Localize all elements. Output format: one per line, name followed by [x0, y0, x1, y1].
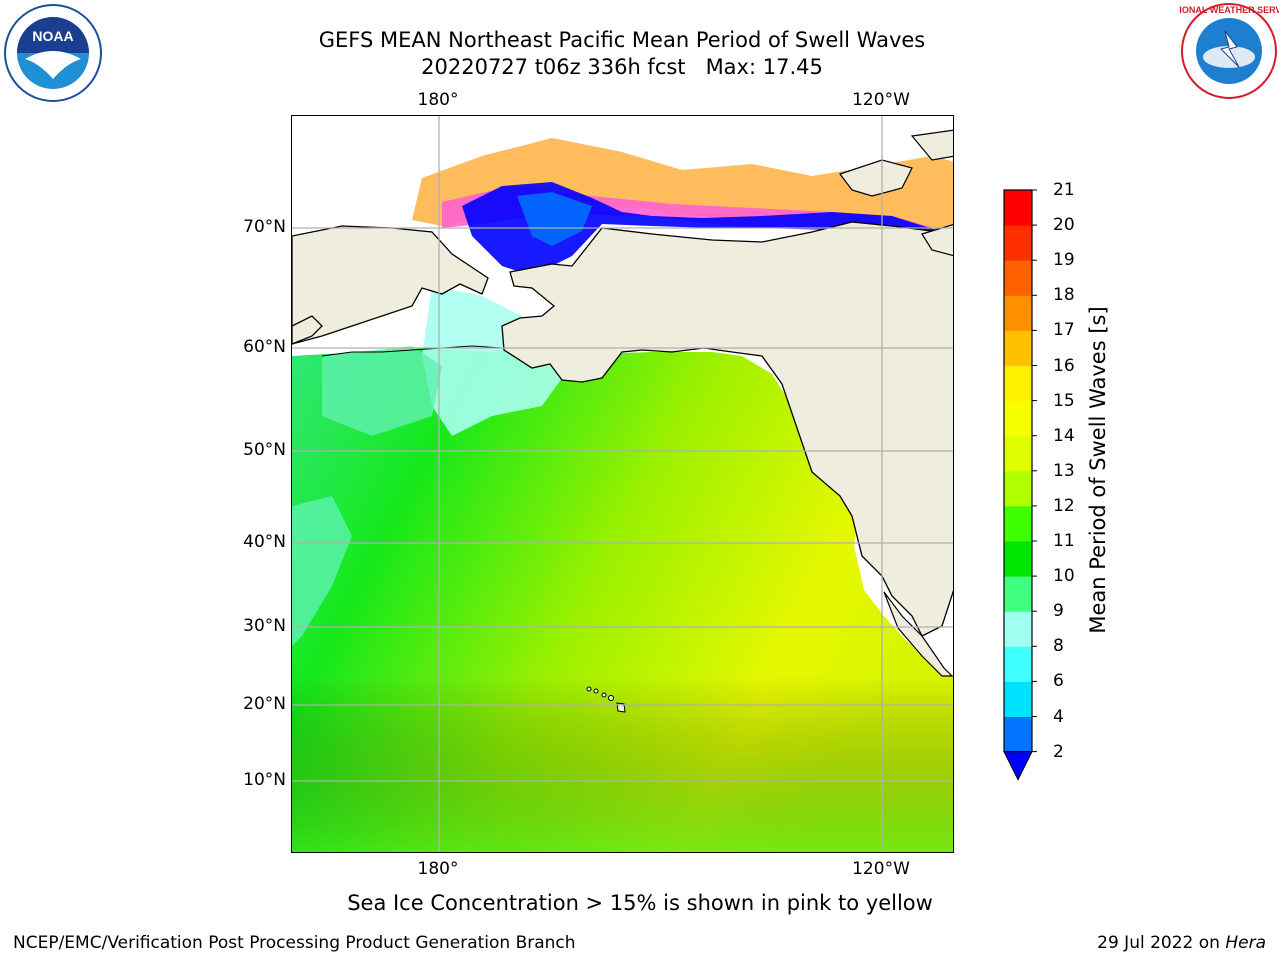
colorbar-band	[1004, 295, 1032, 331]
colorbar-tick-label: 17	[1053, 320, 1075, 341]
lon-label-bottom-120w: 120°W	[852, 859, 910, 879]
colorbar-tick-label: 20	[1053, 215, 1075, 236]
colorbar-tick-label: 6	[1053, 671, 1064, 692]
colorbar-tick-label: 16	[1053, 355, 1075, 376]
colorbar-tick-label: 19	[1053, 250, 1075, 271]
map-subtitle: 20220727 t06z 336h fcst Max: 17.45	[421, 55, 823, 79]
colorbar-label: Mean Period of Swell Waves [s]	[1086, 306, 1110, 634]
footer-date: 29 Jul 2022 on Hera	[1097, 933, 1266, 953]
colorbar-band	[1004, 260, 1032, 296]
colorbar-band	[1004, 330, 1032, 366]
colorbar-tick-label: 18	[1053, 285, 1075, 306]
colorbar-band	[1004, 190, 1032, 226]
footer-date-text: 29 Jul 2022 on	[1097, 933, 1226, 953]
colorbar-band	[1004, 400, 1032, 437]
colorbar-band	[1004, 505, 1032, 542]
map-panel	[291, 115, 954, 853]
lat-label-40n: 40°N	[243, 532, 286, 552]
colorbar	[1003, 189, 1037, 781]
colorbar-tick-label: 8	[1053, 636, 1064, 657]
map-title: GEFS MEAN Northeast Pacific Mean Period …	[318, 28, 926, 52]
colorbar-tick-label: 4	[1053, 706, 1064, 727]
colorbar-tick-label: 12	[1053, 495, 1075, 516]
nws-logo-text: NATIONAL WEATHER SERVICE	[1179, 5, 1279, 15]
sea-ice-note-text: Sea Ice Concentration > 15% is shown in …	[347, 891, 933, 915]
sea-ice-note: Sea Ice Concentration > 15% is shown in …	[0, 891, 1280, 915]
colorbar-extend-min	[1003, 751, 1033, 781]
lat-label-30n: 30°N	[243, 616, 286, 636]
lat-label-50n: 50°N	[243, 440, 286, 460]
colorbar-band	[1004, 541, 1032, 577]
lat-label-20n: 20°N	[243, 694, 286, 714]
land-aleutians	[321, 345, 503, 357]
swell-field-aleutian-aqua	[322, 346, 442, 436]
sea-ice-arctic	[412, 138, 953, 256]
colorbar-bands	[1003, 189, 1037, 781]
colorbar-tick-label: 9	[1053, 601, 1064, 622]
lon-label-bottom-180: 180°	[417, 859, 459, 879]
swell-field-chukchi	[517, 192, 592, 246]
colorbar-band	[1004, 365, 1032, 402]
lat-label-10n: 10°N	[243, 770, 286, 790]
colorbar-tick-label: 11	[1053, 531, 1075, 551]
map-canvas	[292, 116, 953, 852]
gridlines	[292, 116, 953, 852]
footer-producer: NCEP/EMC/Verification Post Processing Pr…	[13, 933, 576, 953]
colorbar-band	[1004, 611, 1032, 647]
footer-machine: Hera	[1225, 933, 1266, 953]
colorbar-tick-label: 14	[1053, 425, 1075, 446]
lon-label-top-120w: 120°W	[852, 90, 910, 110]
nws-logo: NATIONAL WEATHER SERVICE	[1162, 1, 1280, 105]
swell-field-bering-aqua	[422, 286, 562, 436]
swell-field-south-band	[292, 676, 953, 852]
colorbar-band	[1004, 716, 1032, 753]
colorbar-band	[1004, 225, 1032, 261]
colorbar-band	[1004, 646, 1032, 682]
colorbar-band	[1004, 576, 1032, 612]
noaa-logo-text: NOAA	[32, 28, 73, 44]
swell-field-west-aqua	[292, 496, 352, 646]
colorbar-band	[1004, 681, 1032, 717]
noaa-logo: NOAA	[3, 3, 103, 107]
land-arctic-island-2	[910, 129, 953, 161]
lon-label-top-180: 180°	[417, 90, 459, 110]
lat-label-60n: 60°N	[243, 337, 286, 357]
colorbar-tick-label: 10	[1053, 566, 1075, 587]
lat-label-70n: 70°N	[243, 217, 286, 237]
colorbar-tick-label: 13	[1053, 460, 1075, 481]
colorbar-band	[1004, 435, 1032, 472]
land-arctic-island-3	[921, 223, 953, 257]
colorbar-tick-label: 15	[1053, 390, 1075, 411]
land-baja	[883, 591, 953, 677]
colorbar-band	[1004, 470, 1032, 507]
land-kamchatka	[292, 315, 323, 345]
colorbar-tick-label: 21	[1053, 180, 1075, 200]
colorbar-tick-label: 2	[1053, 741, 1064, 762]
